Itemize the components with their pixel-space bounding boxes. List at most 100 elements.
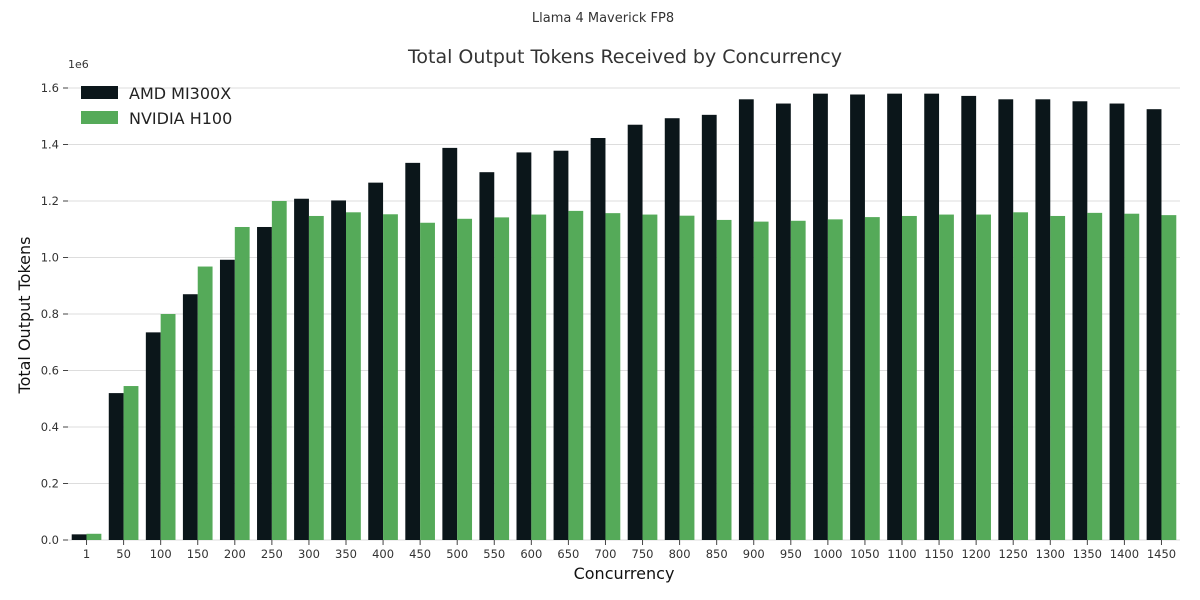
bar-amd-mi300x-500 bbox=[442, 147, 458, 540]
bar-amd-mi300x-550 bbox=[479, 172, 495, 540]
y-tick-label: 0.2 bbox=[41, 477, 59, 491]
bar-amd-mi300x-700 bbox=[590, 138, 606, 540]
x-tick-label: 350 bbox=[335, 547, 357, 561]
x-tick-label: 1350 bbox=[1073, 547, 1102, 561]
bar-amd-mi300x-1100 bbox=[887, 93, 902, 541]
x-tick-label: 800 bbox=[669, 547, 691, 561]
y-axis: 0.0 0.2 0.4 0.6 0.8 1.0 1.2 1.4 1.6 bbox=[41, 81, 68, 547]
bar-nvidia-h100-1450 bbox=[1161, 215, 1177, 540]
x-tick-label: 300 bbox=[298, 547, 320, 561]
y-tick-label: 0.0 bbox=[41, 533, 59, 547]
bar-amd-mi300x-950 bbox=[775, 103, 791, 540]
y-tick-label: 1.0 bbox=[41, 251, 59, 265]
bar-amd-mi300x-1150 bbox=[924, 93, 940, 541]
bar-nvidia-h100-1350 bbox=[1087, 212, 1103, 541]
x-tick-label: 550 bbox=[483, 547, 505, 561]
bar-amd-mi300x-850 bbox=[701, 114, 717, 541]
bar-amd-mi300x-750 bbox=[627, 124, 643, 540]
bar-nvidia-h100-650 bbox=[568, 210, 584, 540]
bar-amd-mi300x-1250 bbox=[998, 99, 1014, 541]
bar-amd-mi300x-1350 bbox=[1072, 101, 1088, 540]
x-tick-label: 950 bbox=[780, 547, 802, 561]
bar-nvidia-h100-700 bbox=[605, 213, 621, 540]
grid bbox=[68, 87, 1180, 541]
bar-nvidia-h100-400 bbox=[383, 214, 398, 540]
legend-label-amd-mi300x: AMD MI300X bbox=[129, 84, 231, 103]
bar-amd-mi300x-200 bbox=[219, 259, 235, 540]
x-tick-label: 450 bbox=[409, 547, 431, 561]
bar-nvidia-h100-1250 bbox=[1013, 212, 1029, 541]
bars bbox=[71, 93, 1177, 541]
bar-nvidia-h100-100 bbox=[160, 314, 176, 540]
bar-nvidia-h100-550 bbox=[494, 217, 510, 540]
bar-amd-mi300x-450 bbox=[405, 162, 421, 541]
y-tick-label: 1.6 bbox=[41, 81, 59, 95]
bar-amd-mi300x-1000 bbox=[813, 93, 828, 541]
x-tick-label: 900 bbox=[743, 547, 765, 561]
x-tick-label: 1300 bbox=[1036, 547, 1065, 561]
bar-amd-mi300x-400 bbox=[368, 182, 384, 540]
bar-amd-mi300x-150 bbox=[182, 294, 198, 540]
x-tick-label: 150 bbox=[187, 547, 209, 561]
x-tick-label: 650 bbox=[557, 547, 579, 561]
bar-nvidia-h100-900 bbox=[753, 221, 769, 540]
y-tick-label: 1.2 bbox=[41, 194, 59, 208]
bar-nvidia-h100-600 bbox=[531, 214, 547, 540]
x-tick-label: 250 bbox=[261, 547, 283, 561]
x-tick-label: 100 bbox=[150, 547, 172, 561]
x-axis-label: Concurrency bbox=[574, 564, 675, 583]
x-tick-label: 1100 bbox=[887, 547, 916, 561]
bar-nvidia-h100-1150 bbox=[939, 214, 954, 540]
x-tick-label: 1250 bbox=[999, 547, 1028, 561]
bar-amd-mi300x-250 bbox=[257, 226, 272, 541]
x-tick-label: 200 bbox=[224, 547, 246, 561]
legend-swatch-amd-mi300x bbox=[81, 86, 118, 99]
bar-nvidia-h100-800 bbox=[679, 215, 695, 540]
bar-nvidia-h100-200 bbox=[234, 226, 250, 541]
x-tick-label: 600 bbox=[520, 547, 542, 561]
bar-nvidia-h100-250 bbox=[271, 201, 287, 540]
bar-nvidia-h100-50 bbox=[123, 386, 139, 540]
bar-nvidia-h100-850 bbox=[716, 219, 732, 541]
y-tick-label: 0.6 bbox=[41, 364, 59, 378]
x-tick-label: 50 bbox=[116, 547, 131, 561]
bar-nvidia-h100-950 bbox=[790, 220, 806, 540]
y-axis-label: Total Output Tokens bbox=[15, 237, 34, 395]
x-tick-label: 500 bbox=[446, 547, 468, 561]
x-tick-label: 1 bbox=[83, 547, 90, 561]
y-tick-label: 0.8 bbox=[41, 307, 59, 321]
x-tick-label: 1000 bbox=[813, 547, 842, 561]
legend: AMD MI300X NVIDIA H100 bbox=[81, 84, 232, 128]
y-offset-label: 1e6 bbox=[68, 58, 89, 71]
bar-amd-mi300x-1050 bbox=[850, 94, 865, 540]
legend-label-nvidia-h100: NVIDIA H100 bbox=[129, 109, 232, 128]
bar-amd-mi300x-50 bbox=[108, 393, 124, 540]
bar-nvidia-h100-1200 bbox=[976, 214, 991, 540]
bar-amd-mi300x-1400 bbox=[1109, 103, 1125, 540]
bar-nvidia-h100-1300 bbox=[1050, 215, 1066, 540]
x-tick-label: 1450 bbox=[1147, 547, 1176, 561]
bar-nvidia-h100-300 bbox=[308, 215, 324, 540]
x-tick-label: 400 bbox=[372, 547, 394, 561]
bar-nvidia-h100-1 bbox=[86, 533, 102, 540]
bar-nvidia-h100-500 bbox=[457, 218, 473, 541]
bar-amd-mi300x-1300 bbox=[1035, 99, 1051, 541]
bar-nvidia-h100-1400 bbox=[1124, 213, 1140, 540]
x-tick-label: 750 bbox=[632, 547, 654, 561]
x-tick-label: 1400 bbox=[1110, 547, 1139, 561]
x-tick-label: 700 bbox=[594, 547, 616, 561]
bar-nvidia-h100-750 bbox=[642, 214, 658, 540]
x-tick-label: 1150 bbox=[924, 547, 953, 561]
x-tick-label: 1050 bbox=[850, 547, 879, 561]
bar-nvidia-h100-1050 bbox=[864, 217, 880, 541]
chart-title: Total Output Tokens Received by Concurre… bbox=[407, 46, 842, 68]
bar-amd-mi300x-1200 bbox=[961, 95, 977, 540]
bar-amd-mi300x-1 bbox=[71, 534, 87, 540]
bar-nvidia-h100-150 bbox=[197, 266, 213, 540]
x-tick-label: 850 bbox=[706, 547, 728, 561]
bar-amd-mi300x-300 bbox=[294, 198, 309, 541]
bar-amd-mi300x-900 bbox=[738, 99, 754, 541]
bar-amd-mi300x-1450 bbox=[1146, 109, 1162, 540]
bar-nvidia-h100-1000 bbox=[827, 219, 843, 541]
